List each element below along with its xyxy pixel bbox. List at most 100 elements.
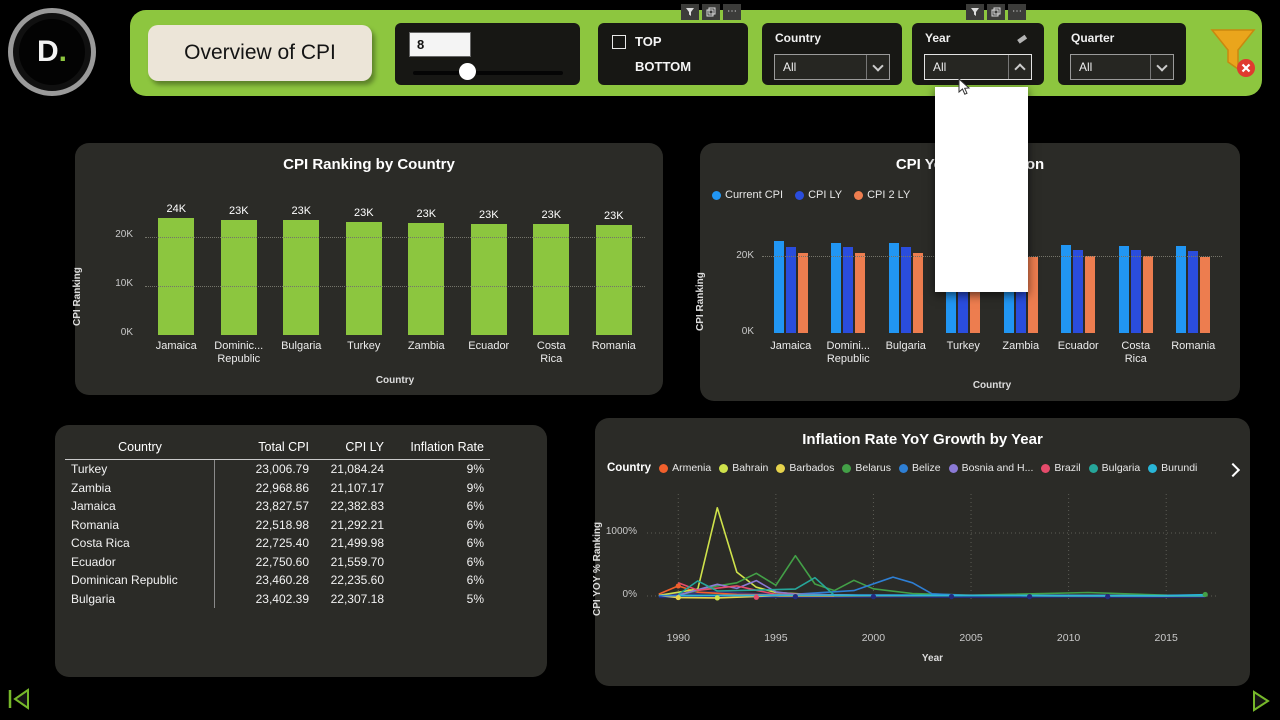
top-option[interactable]: TOP bbox=[612, 34, 662, 49]
clustered-bar[interactable] bbox=[912, 253, 923, 333]
column-header[interactable]: Total CPI bbox=[258, 440, 309, 454]
table-row[interactable]: Costa Rica 22,725.40 21,499.98 6% bbox=[65, 534, 490, 553]
bar-group[interactable] bbox=[1165, 238, 1223, 333]
bar-column[interactable]: 23K bbox=[395, 195, 458, 335]
top-checkbox[interactable] bbox=[612, 34, 626, 49]
data-point-marker[interactable] bbox=[1026, 594, 1033, 600]
legend-item[interactable]: Barbados bbox=[776, 462, 834, 474]
year-filter-dropdown[interactable]: All bbox=[924, 54, 1032, 80]
data-point-marker[interactable] bbox=[1202, 591, 1208, 598]
clustered-bar[interactable] bbox=[785, 246, 796, 333]
bottom-option[interactable]: BOTTOM bbox=[635, 59, 692, 74]
legend-scroll-right-icon[interactable] bbox=[1225, 462, 1241, 478]
bar-group[interactable] bbox=[762, 238, 820, 333]
data-point-marker[interactable] bbox=[675, 594, 681, 601]
funnel-filter-icon[interactable] bbox=[1205, 23, 1261, 83]
clustered-bar[interactable] bbox=[1027, 257, 1038, 333]
table-row[interactable]: Bulgaria 23,402.39 22,307.18 5% bbox=[65, 589, 490, 608]
data-point-marker[interactable] bbox=[1105, 594, 1111, 600]
clustered-bar[interactable] bbox=[831, 242, 842, 333]
bar-column[interactable]: 23K bbox=[333, 195, 396, 335]
clustered-bar[interactable] bbox=[855, 253, 866, 333]
clustered-bar[interactable] bbox=[888, 242, 899, 333]
column-header[interactable]: Inflation Rate bbox=[410, 440, 484, 454]
data-point-marker[interactable] bbox=[675, 583, 681, 589]
column-header[interactable]: CPI LY bbox=[345, 440, 384, 454]
chevron-box[interactable] bbox=[1150, 55, 1173, 79]
column-header[interactable]: Country bbox=[118, 440, 162, 454]
clustered-bar[interactable] bbox=[1130, 250, 1141, 333]
cpi-ranking-bar[interactable] bbox=[408, 222, 445, 335]
visual-filter-icon[interactable] bbox=[681, 4, 699, 20]
chevron-box[interactable] bbox=[1008, 55, 1031, 79]
bar-group[interactable] bbox=[1050, 238, 1108, 333]
cpi-ranking-bar[interactable] bbox=[283, 220, 320, 335]
legend-item[interactable]: Bosnia and H... bbox=[948, 462, 1033, 474]
cpi-ranking-bar[interactable] bbox=[220, 220, 257, 335]
legend-item[interactable]: Bahrain bbox=[719, 462, 768, 474]
cpi-ranking-bar[interactable] bbox=[470, 223, 507, 335]
bar-column[interactable]: 24K bbox=[145, 195, 208, 335]
clustered-bar[interactable] bbox=[1015, 251, 1026, 333]
bar-group[interactable] bbox=[877, 238, 935, 333]
clustered-bar[interactable] bbox=[1200, 256, 1211, 333]
clustered-bar[interactable] bbox=[970, 257, 981, 333]
country-filter-dropdown[interactable]: All bbox=[774, 54, 890, 80]
table-row[interactable]: Dominican Republic 23,460.28 22,235.60 6% bbox=[65, 571, 490, 590]
table-row[interactable]: Jamaica 23,827.57 22,382.83 6% bbox=[65, 497, 490, 516]
table-row[interactable]: Romania 22,518.98 21,292.21 6% bbox=[65, 515, 490, 534]
clustered-bar[interactable] bbox=[1142, 256, 1153, 333]
year-dropdown-list[interactable] bbox=[935, 87, 1028, 292]
visual-filter-icon[interactable] bbox=[966, 4, 984, 20]
top-n-slider-track[interactable] bbox=[413, 71, 563, 75]
bar-column[interactable]: 23K bbox=[583, 195, 646, 335]
line-series-belarus[interactable] bbox=[678, 554, 1206, 597]
data-point-marker[interactable] bbox=[792, 594, 798, 600]
clustered-bar[interactable] bbox=[797, 252, 808, 333]
chevron-box[interactable] bbox=[866, 55, 889, 79]
legend-item[interactable]: Belarus bbox=[842, 462, 891, 474]
focus-mode-icon[interactable] bbox=[987, 4, 1005, 20]
legend-item[interactable]: Bulgaria bbox=[1088, 462, 1140, 474]
bar-column[interactable]: 23K bbox=[520, 195, 583, 335]
cpi-ranking-bar[interactable] bbox=[595, 224, 632, 335]
clustered-bar[interactable] bbox=[843, 247, 854, 333]
bar-column[interactable]: 23K bbox=[458, 195, 521, 335]
bar-column[interactable]: 23K bbox=[270, 195, 333, 335]
cpi-ranking-bar[interactable] bbox=[345, 222, 382, 335]
more-options-icon[interactable]: ⋯ bbox=[723, 4, 741, 20]
data-point-marker[interactable] bbox=[753, 594, 759, 600]
legend-item[interactable]: Current CPI bbox=[712, 189, 783, 201]
legend-item[interactable]: Armenia bbox=[659, 462, 711, 474]
quarter-filter-dropdown[interactable]: All bbox=[1070, 54, 1174, 80]
table-row[interactable]: Zambia 22,968.86 21,107.17 9% bbox=[65, 478, 490, 497]
clustered-bar[interactable] bbox=[1176, 246, 1187, 333]
cpi-ranking-bar[interactable] bbox=[533, 223, 570, 335]
top-n-slider-thumb[interactable] bbox=[459, 63, 476, 80]
data-point-marker[interactable] bbox=[870, 594, 877, 600]
clustered-bar[interactable] bbox=[1061, 245, 1072, 333]
data-point-marker[interactable] bbox=[948, 594, 955, 600]
legend-item[interactable]: Brazil bbox=[1041, 462, 1081, 474]
table-row[interactable]: Turkey 23,006.79 21,084.24 9% bbox=[65, 460, 490, 479]
data-point-marker[interactable] bbox=[714, 595, 720, 601]
bar-column[interactable]: 23K bbox=[208, 195, 271, 335]
line-series-burundi[interactable] bbox=[678, 593, 1206, 597]
clustered-bar[interactable] bbox=[1073, 250, 1084, 333]
legend-item[interactable]: Burundi bbox=[1148, 462, 1197, 474]
line-series-bahrain[interactable] bbox=[658, 506, 1206, 597]
clustered-bar[interactable] bbox=[958, 251, 969, 333]
table-row[interactable]: Ecuador 22,750.60 21,559.70 6% bbox=[65, 552, 490, 571]
top-label[interactable]: TOP bbox=[635, 34, 662, 49]
bar-group[interactable] bbox=[820, 238, 878, 333]
legend-item[interactable]: Belize bbox=[898, 462, 941, 474]
clear-selections-icon[interactable] bbox=[1016, 32, 1028, 50]
top-n-value-input[interactable]: 8 bbox=[409, 32, 471, 57]
clustered-bar[interactable] bbox=[900, 247, 911, 333]
clustered-bar[interactable] bbox=[1118, 245, 1129, 333]
cpi-ranking-bar[interactable] bbox=[158, 218, 195, 335]
legend-item[interactable]: CPI LY bbox=[795, 189, 842, 201]
focus-mode-icon[interactable] bbox=[702, 4, 720, 20]
next-page-button[interactable] bbox=[1248, 688, 1274, 719]
previous-page-button[interactable] bbox=[6, 686, 32, 717]
